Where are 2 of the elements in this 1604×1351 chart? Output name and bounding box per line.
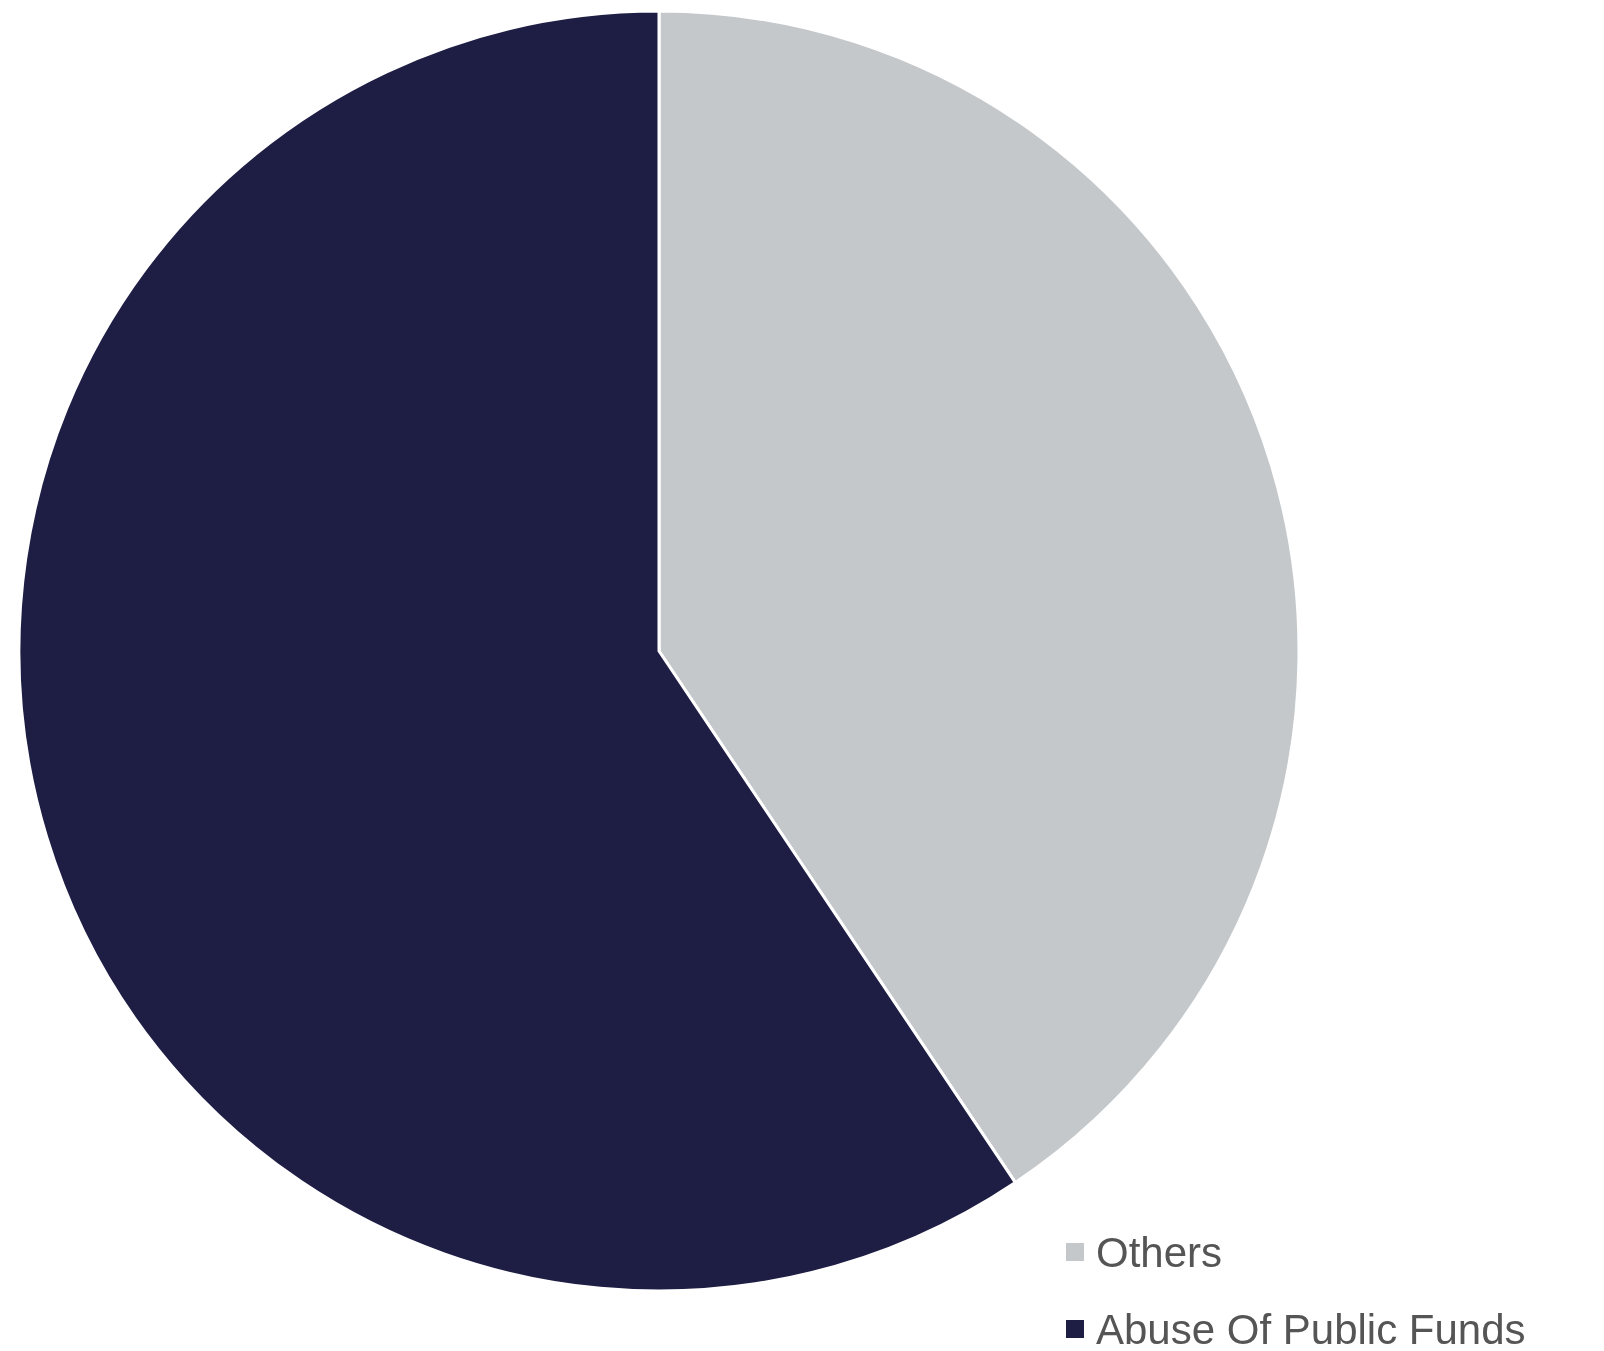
legend-label: Abuse Of Public Funds <box>1096 1305 1526 1351</box>
legend-label: Others <box>1096 1228 1223 1276</box>
